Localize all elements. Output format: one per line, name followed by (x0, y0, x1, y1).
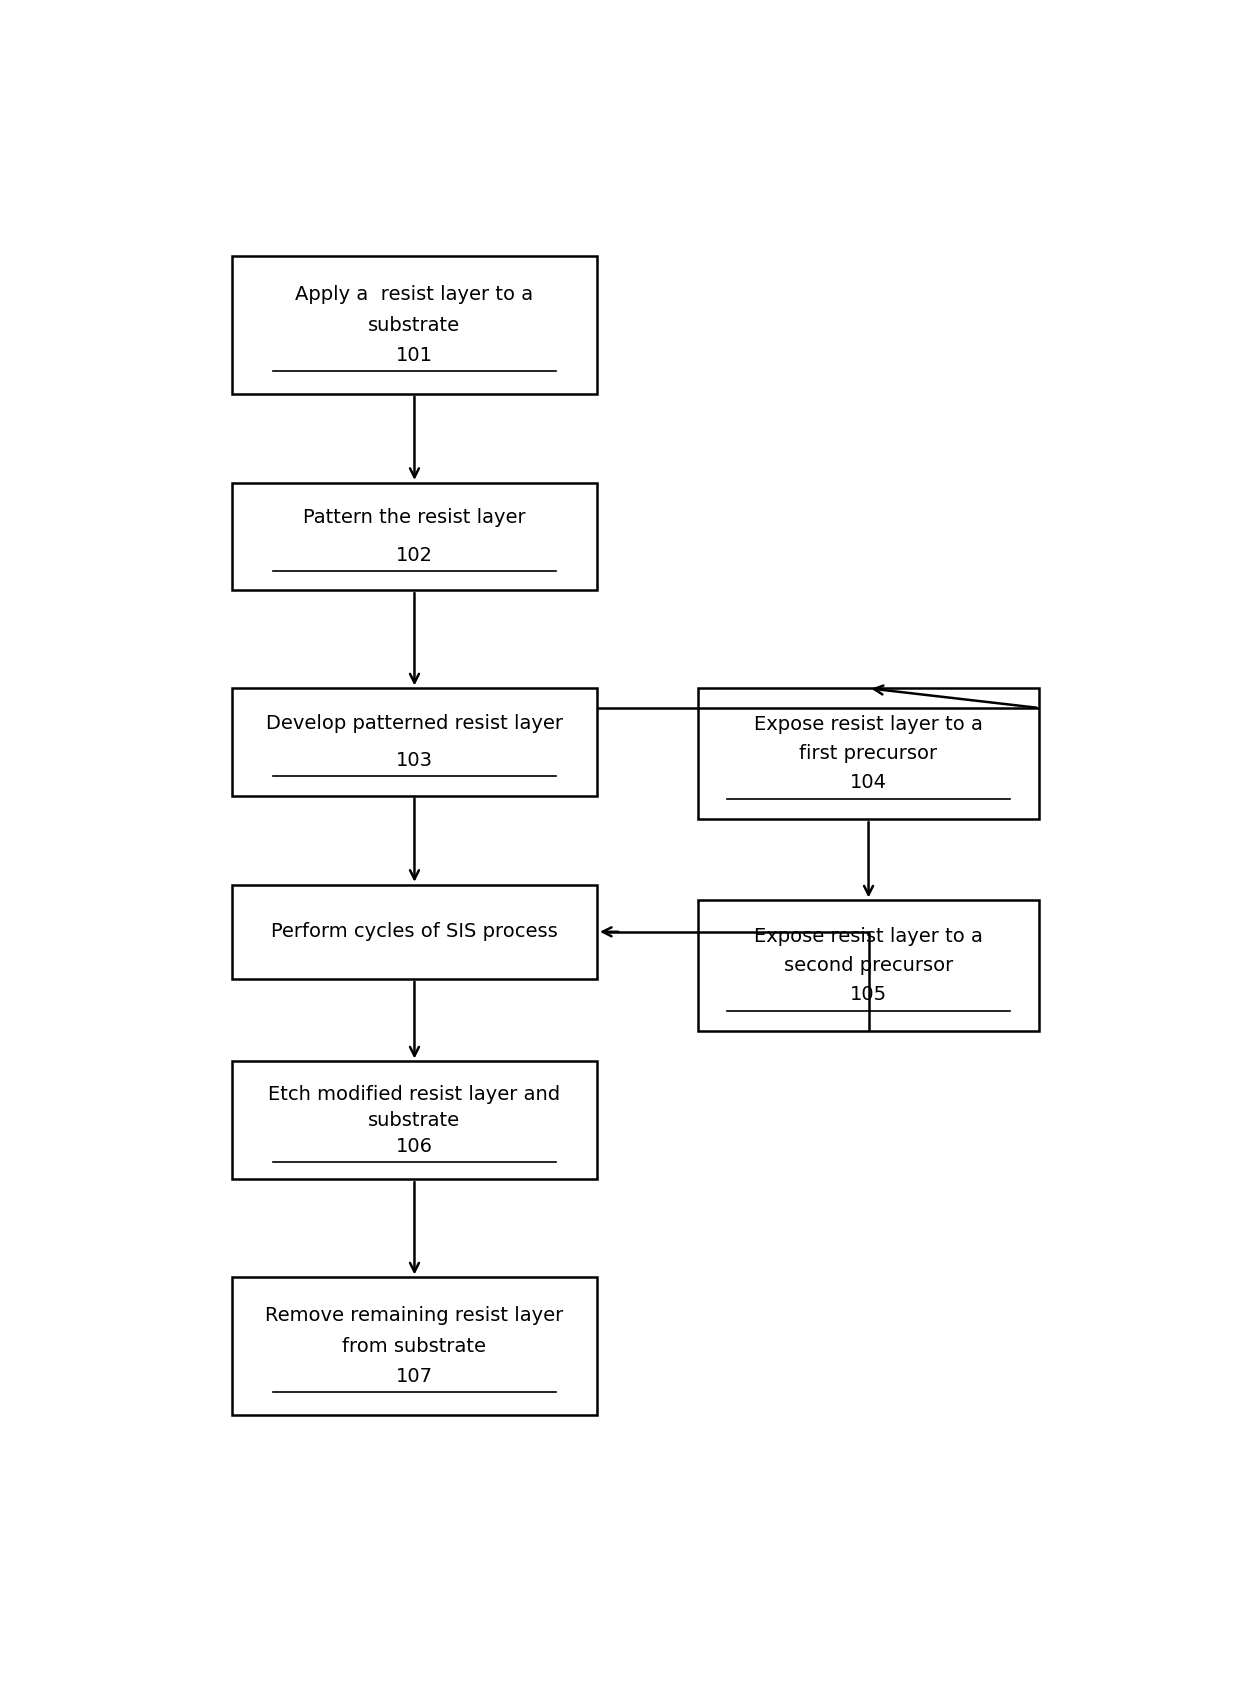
Text: Remove remaining resist layer: Remove remaining resist layer (265, 1306, 564, 1324)
Text: Develop patterned resist layer: Develop patterned resist layer (265, 714, 563, 733)
Text: first precursor: first precursor (800, 745, 937, 763)
Text: 101: 101 (396, 347, 433, 366)
Bar (232, 257, 596, 394)
Text: 107: 107 (396, 1367, 433, 1386)
Text: 104: 104 (851, 774, 887, 792)
Text: Expose resist layer to a: Expose resist layer to a (754, 716, 983, 734)
Bar (232, 483, 596, 590)
Text: 106: 106 (396, 1137, 433, 1156)
Bar (232, 1061, 596, 1180)
Text: second precursor: second precursor (784, 957, 954, 976)
Bar (232, 1277, 596, 1414)
Text: 105: 105 (849, 986, 887, 1005)
Text: from substrate: from substrate (342, 1336, 486, 1355)
Text: substrate: substrate (368, 1110, 460, 1131)
Text: Pattern the resist layer: Pattern the resist layer (303, 508, 526, 527)
Bar (698, 901, 1039, 1032)
Text: Expose resist layer to a: Expose resist layer to a (754, 927, 983, 947)
Bar (232, 884, 596, 979)
Text: Apply a  resist layer to a: Apply a resist layer to a (295, 286, 533, 304)
Text: 103: 103 (396, 751, 433, 770)
Text: Etch modified resist layer and: Etch modified resist layer and (268, 1085, 560, 1103)
Bar (698, 688, 1039, 819)
Text: substrate: substrate (368, 316, 460, 335)
Bar (232, 688, 596, 796)
Text: 102: 102 (396, 546, 433, 564)
Text: Perform cycles of SIS process: Perform cycles of SIS process (272, 923, 558, 942)
